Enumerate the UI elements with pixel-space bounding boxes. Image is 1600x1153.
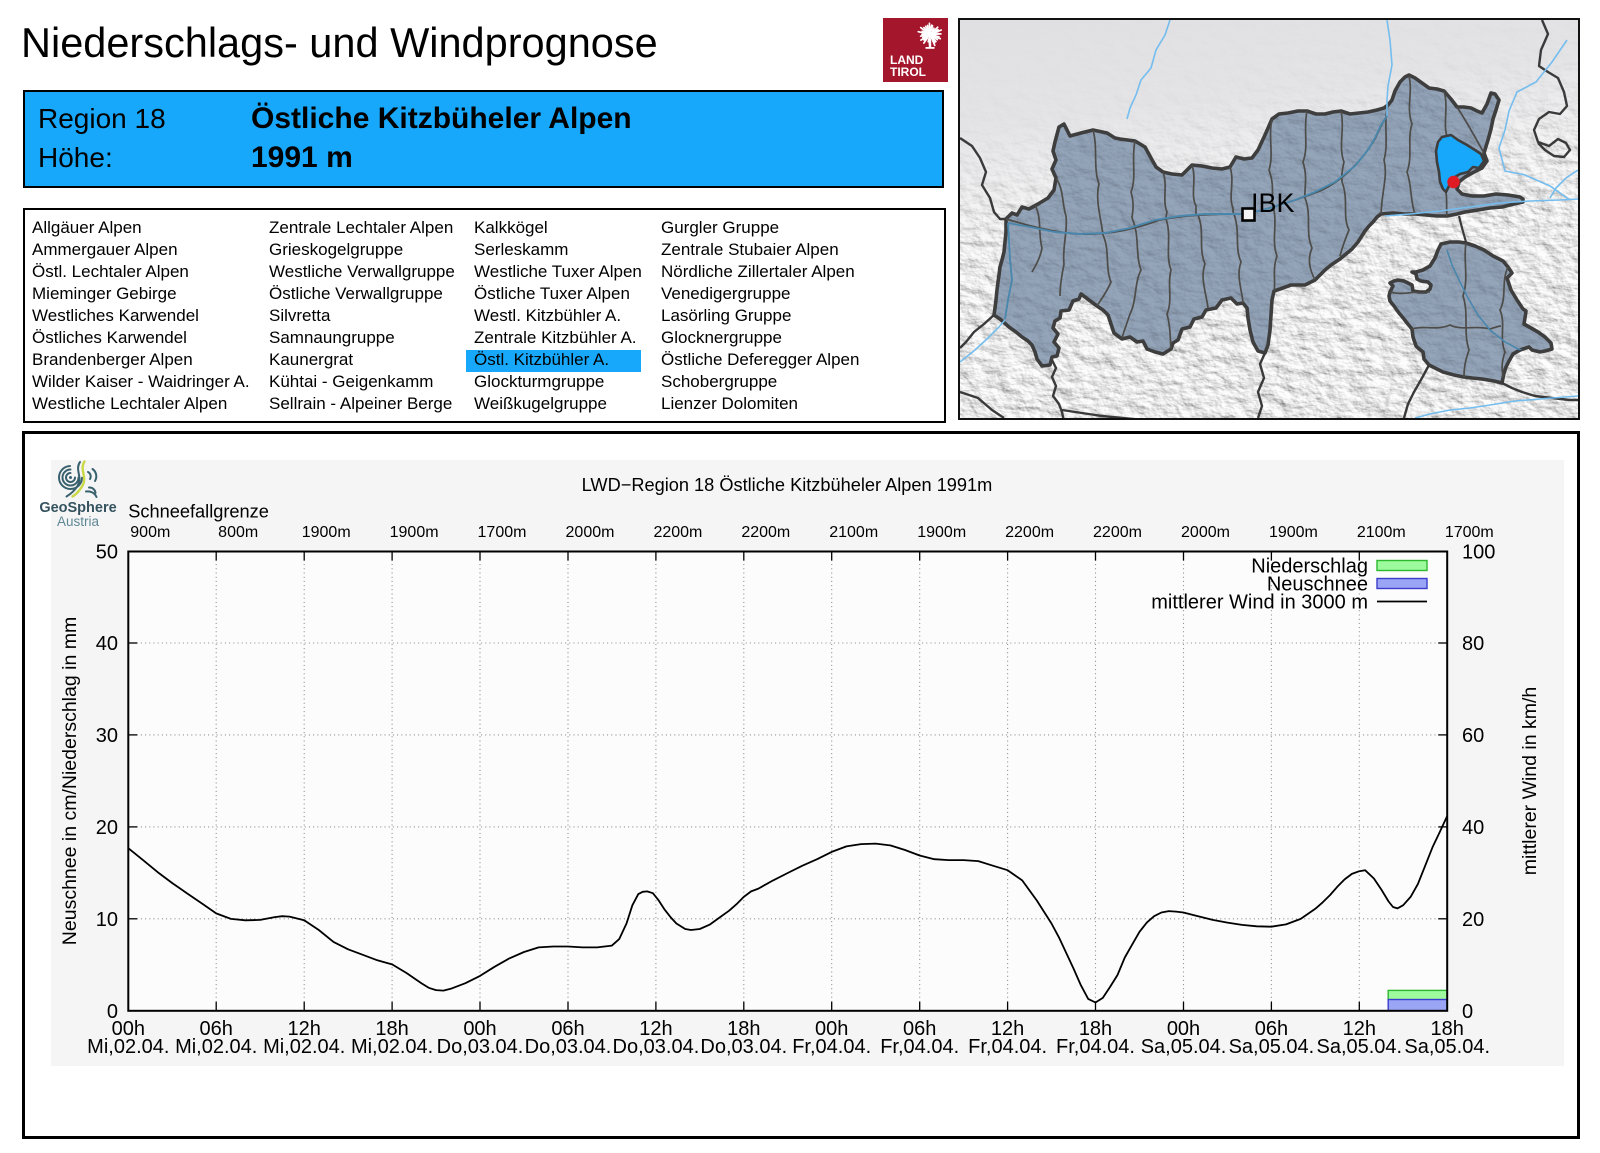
svg-text:12h: 12h bbox=[288, 1018, 321, 1040]
svg-text:2200m: 2200m bbox=[1093, 524, 1142, 541]
svg-text:TIROL: TIROL bbox=[890, 65, 926, 79]
svg-text:12h: 12h bbox=[639, 1018, 672, 1040]
svg-text:30: 30 bbox=[96, 725, 118, 747]
svg-text:2000m: 2000m bbox=[566, 524, 615, 541]
svg-text:Fr,04.04.: Fr,04.04. bbox=[1056, 1036, 1135, 1058]
svg-text:Niederschlag: Niederschlag bbox=[1251, 556, 1368, 578]
svg-text:12h: 12h bbox=[991, 1018, 1024, 1040]
svg-text:1900m: 1900m bbox=[302, 524, 351, 541]
svg-text:Sa,05.04.: Sa,05.04. bbox=[1404, 1036, 1490, 1058]
svg-text:Sa,05.04.: Sa,05.04. bbox=[1229, 1036, 1315, 1058]
svg-text:12h: 12h bbox=[1343, 1018, 1376, 1040]
svg-text:mittlerer Wind in km/h: mittlerer Wind in km/h bbox=[1519, 687, 1541, 876]
svg-text:100: 100 bbox=[1462, 542, 1495, 564]
svg-text:GeoSphere: GeoSphere bbox=[39, 500, 116, 516]
svg-text:Neuschnee: Neuschnee bbox=[1267, 574, 1368, 596]
svg-text:Do,03.04.: Do,03.04. bbox=[525, 1036, 612, 1058]
svg-text:06h: 06h bbox=[903, 1018, 936, 1040]
svg-text:10: 10 bbox=[96, 909, 118, 931]
svg-text:18h: 18h bbox=[1431, 1018, 1464, 1040]
svg-text:06h: 06h bbox=[551, 1018, 584, 1040]
svg-text:0: 0 bbox=[107, 1001, 118, 1023]
svg-text:60: 60 bbox=[1462, 725, 1484, 747]
svg-text:18h: 18h bbox=[1079, 1018, 1112, 1040]
svg-text:Neuschnee in cm/Niederschlag i: Neuschnee in cm/Niederschlag in mm bbox=[59, 617, 81, 945]
svg-text:1900m: 1900m bbox=[390, 524, 439, 541]
svg-text:20: 20 bbox=[96, 817, 118, 839]
svg-text:Mi,02.04.: Mi,02.04. bbox=[351, 1036, 433, 1058]
svg-text:800m: 800m bbox=[218, 524, 258, 541]
svg-text:Fr,04.04.: Fr,04.04. bbox=[792, 1036, 871, 1058]
svg-text:80: 80 bbox=[1462, 633, 1484, 655]
svg-text:LAND: LAND bbox=[890, 53, 924, 67]
svg-text:00h: 00h bbox=[815, 1018, 848, 1040]
svg-text:900m: 900m bbox=[130, 524, 170, 541]
svg-text:2200m: 2200m bbox=[741, 524, 790, 541]
svg-text:00h: 00h bbox=[463, 1018, 496, 1040]
svg-text:0: 0 bbox=[1462, 1001, 1473, 1023]
svg-text:00h: 00h bbox=[112, 1018, 145, 1040]
svg-text:Sa,05.04.: Sa,05.04. bbox=[1316, 1036, 1402, 1058]
svg-text:Fr,04.04.: Fr,04.04. bbox=[968, 1036, 1047, 1058]
svg-text:Do,03.04.: Do,03.04. bbox=[437, 1036, 524, 1058]
svg-text:Mi,02.04.: Mi,02.04. bbox=[263, 1036, 345, 1058]
svg-text:Austria: Austria bbox=[57, 514, 100, 529]
svg-text:IBK: IBK bbox=[1251, 188, 1295, 218]
svg-text:18h: 18h bbox=[727, 1018, 760, 1040]
svg-text:2200m: 2200m bbox=[1005, 524, 1054, 541]
svg-text:1900m: 1900m bbox=[917, 524, 966, 541]
svg-text:2200m: 2200m bbox=[653, 524, 702, 541]
svg-text:20: 20 bbox=[1462, 909, 1484, 931]
svg-text:2100m: 2100m bbox=[1357, 524, 1406, 541]
svg-text:2100m: 2100m bbox=[829, 524, 878, 541]
svg-text:1700m: 1700m bbox=[478, 524, 527, 541]
svg-text:18h: 18h bbox=[375, 1018, 408, 1040]
svg-text:2000m: 2000m bbox=[1181, 524, 1230, 541]
svg-text:1700m: 1700m bbox=[1445, 524, 1494, 541]
svg-text:40: 40 bbox=[96, 633, 118, 655]
svg-text:1900m: 1900m bbox=[1269, 524, 1318, 541]
svg-text:06h: 06h bbox=[200, 1018, 233, 1040]
svg-text:06h: 06h bbox=[1255, 1018, 1288, 1040]
svg-text:40: 40 bbox=[1462, 817, 1484, 839]
svg-text:mittlerer Wind in 3000 m: mittlerer Wind in 3000 m bbox=[1151, 592, 1368, 614]
svg-text:00h: 00h bbox=[1167, 1018, 1200, 1040]
svg-text:Fr,04.04.: Fr,04.04. bbox=[880, 1036, 959, 1058]
svg-text:Do,03.04.: Do,03.04. bbox=[700, 1036, 787, 1058]
svg-text:Do,03.04.: Do,03.04. bbox=[613, 1036, 700, 1058]
svg-text:Mi,02.04.: Mi,02.04. bbox=[87, 1036, 169, 1058]
svg-text:50: 50 bbox=[96, 542, 118, 564]
svg-text:Schneefallgrenze: Schneefallgrenze bbox=[128, 502, 269, 522]
svg-text:Sa,05.04.: Sa,05.04. bbox=[1141, 1036, 1227, 1058]
svg-text:LWD−Region 18 Östliche Kitzbüh: LWD−Region 18 Östliche Kitzbüheler Alpen… bbox=[582, 475, 993, 495]
svg-text:Mi,02.04.: Mi,02.04. bbox=[175, 1036, 257, 1058]
